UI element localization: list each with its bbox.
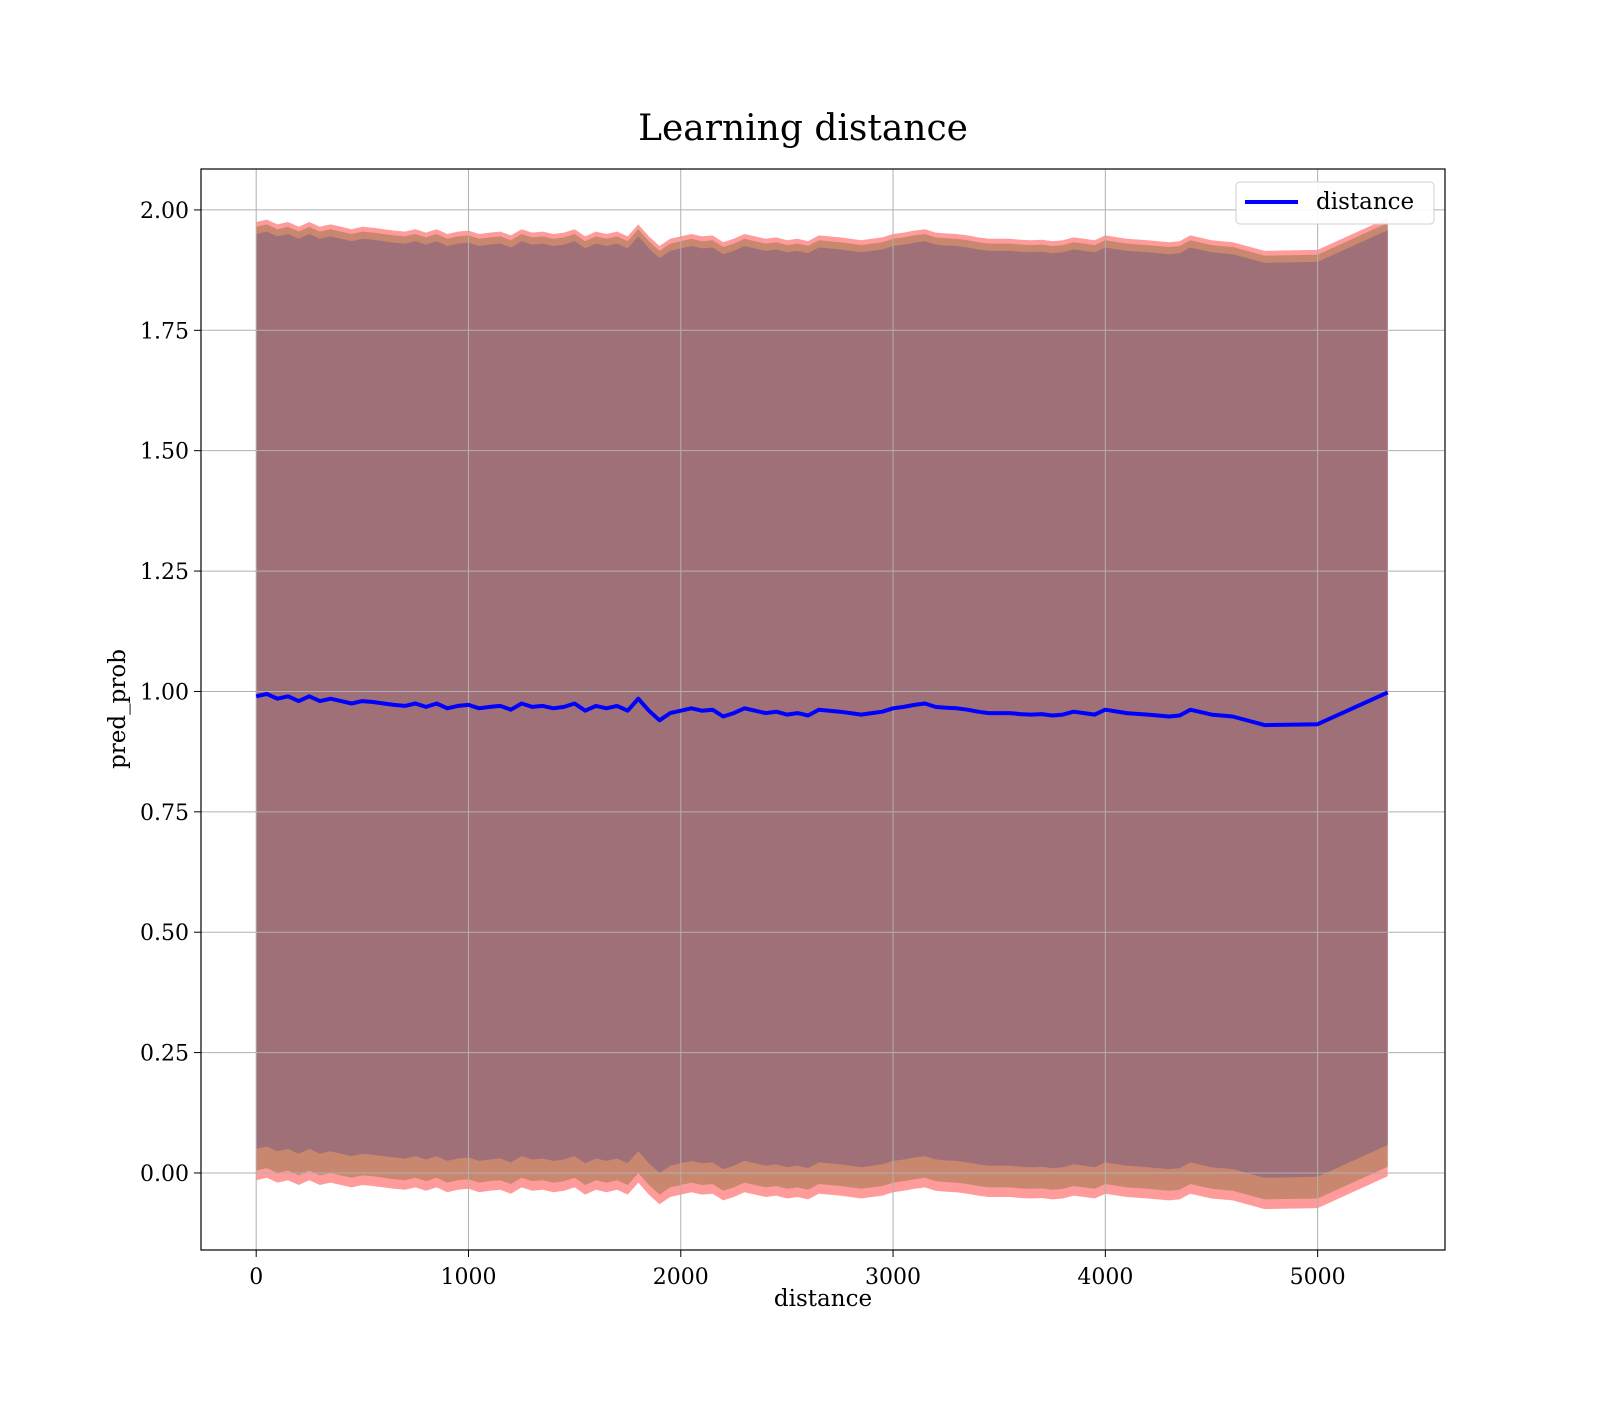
- legend-box: [1235, 181, 1435, 225]
- x-tick-label: 3000: [865, 1265, 921, 1290]
- y-axis-label: pred_prob: [105, 649, 131, 769]
- series-line-distance: [255, 690, 1389, 728]
- y-tick-label: 0.00: [140, 1162, 189, 1187]
- y-tick-label: 1.75: [140, 319, 189, 344]
- x-tick-label: 1000: [440, 1265, 496, 1290]
- y-tick-label: 0.25: [140, 1042, 189, 1067]
- y-tick-label: 2.00: [140, 199, 189, 224]
- axis-ticks: 0 1000 2000 3000 4000 5000 0.00 0.25 0.50 0.75 1.0…: [140, 199, 1346, 1290]
- axes-frame: [200, 168, 1446, 1251]
- grid-lines: [201, 169, 1445, 1250]
- y-tick-label: 1.50: [140, 440, 189, 465]
- chart-title: Learning distance: [638, 108, 968, 149]
- confidence-bands: [256, 218, 1388, 1210]
- x-axis-label: distance: [774, 1286, 872, 1312]
- x-tick-label: 2000: [653, 1265, 709, 1290]
- y-tick-label: 1.25: [140, 560, 189, 585]
- y-tick-label: 0.75: [140, 801, 189, 826]
- x-tick-label: 5000: [1290, 1265, 1346, 1290]
- legend-label-distance: distance: [1316, 189, 1414, 215]
- y-tick-label: 0.50: [140, 921, 189, 946]
- y-tick-label: 1.00: [140, 680, 189, 705]
- legend: distance: [1235, 181, 1435, 225]
- x-tick-label: 0: [249, 1265, 263, 1290]
- inner-band: [256, 230, 1388, 1178]
- series-lines: [255, 690, 1389, 728]
- x-tick-label: 4000: [1077, 1265, 1133, 1290]
